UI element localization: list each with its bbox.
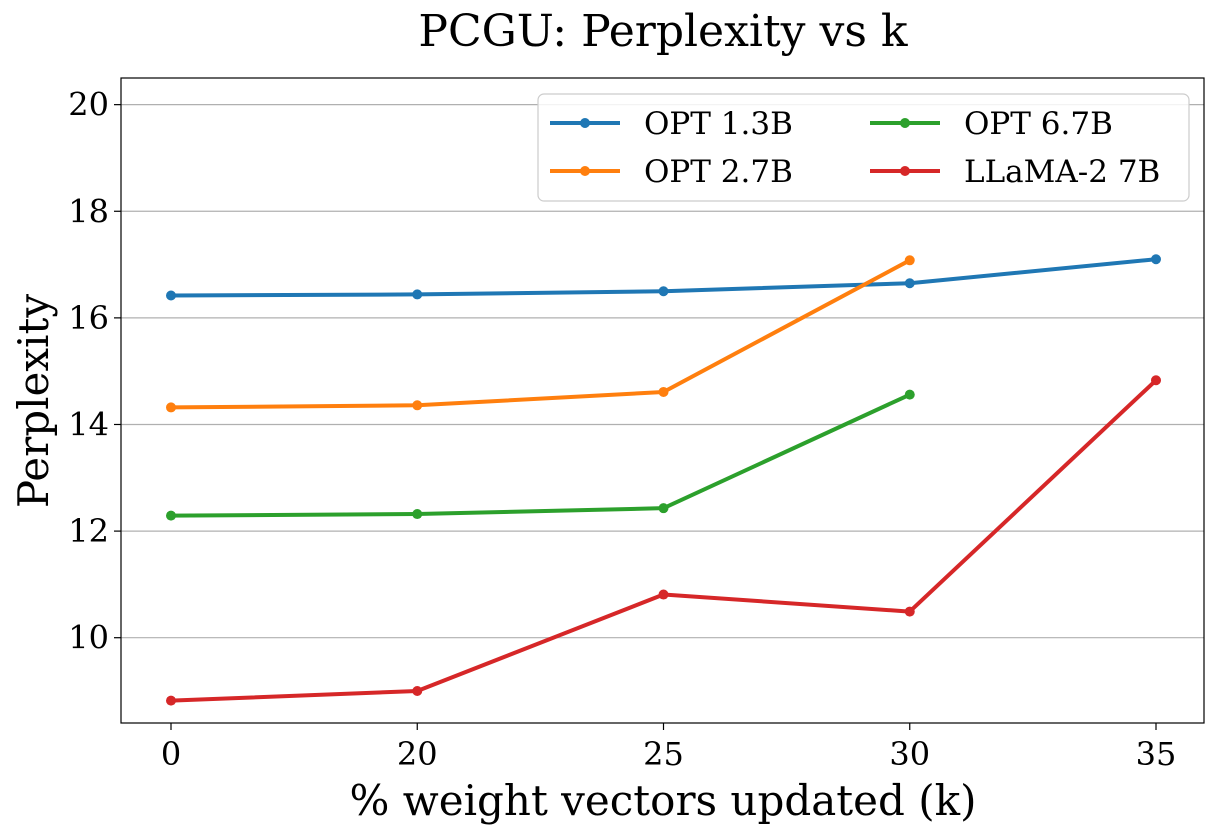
x-tick-label: 0 [161, 735, 181, 773]
data-point [412, 509, 423, 520]
legend-swatch-marker [900, 166, 910, 176]
series-line [169, 378, 1158, 703]
legend-label: OPT 2.7B [644, 154, 793, 190]
data-point [904, 255, 915, 266]
x-tick-label: 20 [397, 735, 438, 773]
chart-title: PCGU: Perplexity vs k [418, 6, 908, 57]
legend-label: OPT 6.7B [964, 106, 1113, 142]
x-axis-label: % weight vectors updated (k) [350, 776, 977, 825]
data-point [412, 400, 423, 411]
x-tick-label: 35 [1136, 735, 1177, 773]
legend-box [537, 93, 1190, 202]
y-tick-label: 20 [68, 86, 109, 124]
legend-swatch-marker [580, 166, 590, 176]
legend-swatch-marker [580, 118, 590, 128]
legend-label: LLaMA-2 7B [964, 154, 1160, 190]
axes-frame [120, 77, 1205, 724]
data-point [904, 389, 915, 400]
data-point [658, 386, 669, 397]
data-point [658, 589, 669, 600]
y-axis-label: Perplexity [9, 294, 58, 508]
data-point [166, 290, 176, 301]
data-point [1151, 375, 1161, 386]
data-point [166, 510, 176, 521]
data-point [658, 286, 669, 297]
plot-area: 10 12 14 16 18 20 0 20 25 30 35 OPT 1.3B OPT 2.7B OPT… [68, 77, 1205, 773]
y-tick-label: 16 [68, 299, 109, 337]
data-point [658, 503, 669, 514]
legend-label: OPT 1.3B [644, 106, 793, 142]
data-point [904, 606, 915, 617]
data-point [166, 695, 176, 706]
x-tick-label: 25 [643, 735, 684, 773]
legend-swatch-marker [900, 118, 910, 128]
data-point [1151, 254, 1161, 265]
y-tick-label: 12 [68, 512, 109, 550]
y-tick-label: 10 [68, 619, 109, 657]
x-tick-label: 30 [889, 735, 930, 773]
data-point [412, 289, 423, 300]
series-line [169, 258, 912, 410]
data-point [166, 402, 176, 413]
data-point [412, 686, 423, 697]
series-line [169, 392, 912, 518]
y-tick-label: 14 [68, 405, 109, 443]
data-point [904, 278, 915, 289]
y-tick-label: 18 [68, 192, 109, 230]
